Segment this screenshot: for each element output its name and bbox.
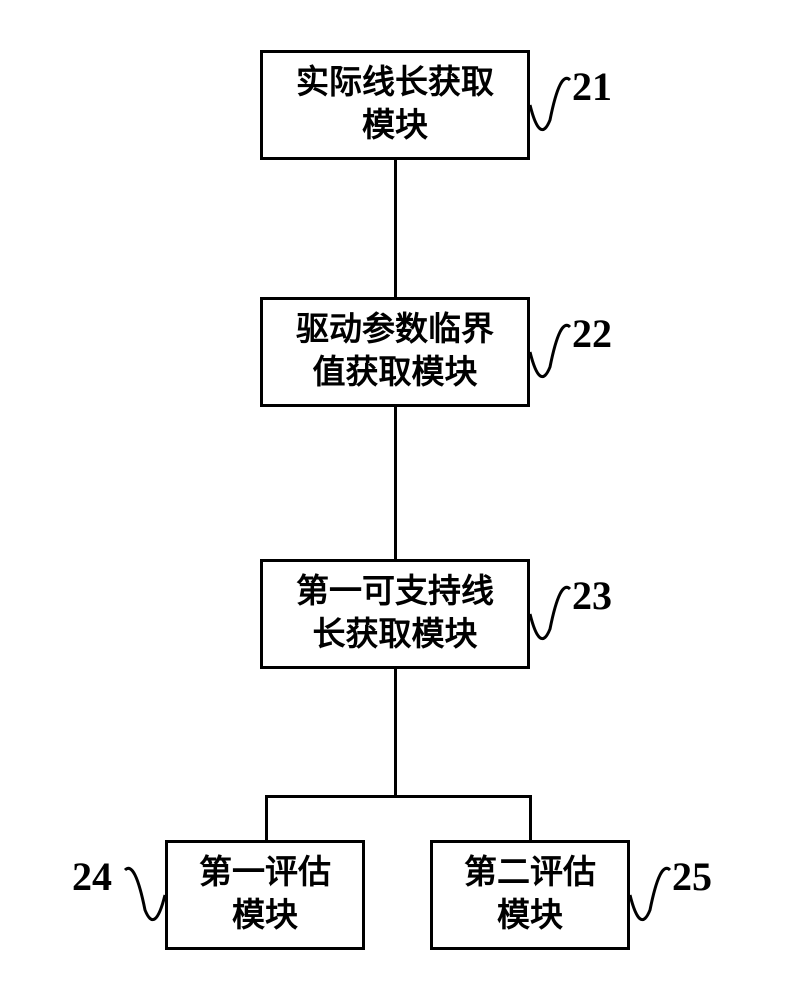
- node-1-line2: 模块: [362, 108, 428, 144]
- node-2-number: 22: [572, 310, 612, 357]
- node-4-text: 第一评估 模块: [199, 852, 331, 938]
- node-2-line2: 值获取模块: [313, 355, 478, 391]
- edge-1-2: [394, 160, 397, 297]
- node-1-line1: 实际线长获取: [296, 65, 494, 101]
- node-5-text: 第二评估 模块: [464, 852, 596, 938]
- node-5-line1: 第二评估: [464, 855, 596, 891]
- node-3-line2: 长获取模块: [313, 617, 478, 653]
- flowchart-node-2: 驱动参数临界 值获取模块: [260, 297, 530, 407]
- edge-split-h: [265, 795, 532, 798]
- edge-split-4: [265, 795, 268, 842]
- edge-3-split-v: [394, 669, 397, 797]
- flowchart-node-1: 实际线长获取 模块: [260, 50, 530, 160]
- node-3-text: 第一可支持线 长获取模块: [296, 571, 494, 657]
- node-5-line2: 模块: [497, 898, 563, 934]
- node-1-text: 实际线长获取 模块: [296, 62, 494, 148]
- node-2-line1: 驱动参数临界: [296, 312, 494, 348]
- flowchart-node-4: 第一评估 模块: [165, 840, 365, 950]
- flowchart-node-3: 第一可支持线 长获取模块: [260, 559, 530, 669]
- node-4-curve: [117, 850, 167, 940]
- node-4-number: 24: [72, 853, 112, 900]
- node-2-text: 驱动参数临界 值获取模块: [296, 309, 494, 395]
- node-5-number: 25: [672, 853, 712, 900]
- edge-2-3: [394, 407, 397, 559]
- node-1-number: 21: [572, 63, 612, 110]
- edge-split-5: [529, 795, 532, 842]
- flowchart-node-5: 第二评估 模块: [430, 840, 630, 950]
- node-3-line1: 第一可支持线: [296, 574, 494, 610]
- node-4-line2: 模块: [232, 898, 298, 934]
- node-4-line1: 第一评估: [199, 855, 331, 891]
- node-3-number: 23: [572, 572, 612, 619]
